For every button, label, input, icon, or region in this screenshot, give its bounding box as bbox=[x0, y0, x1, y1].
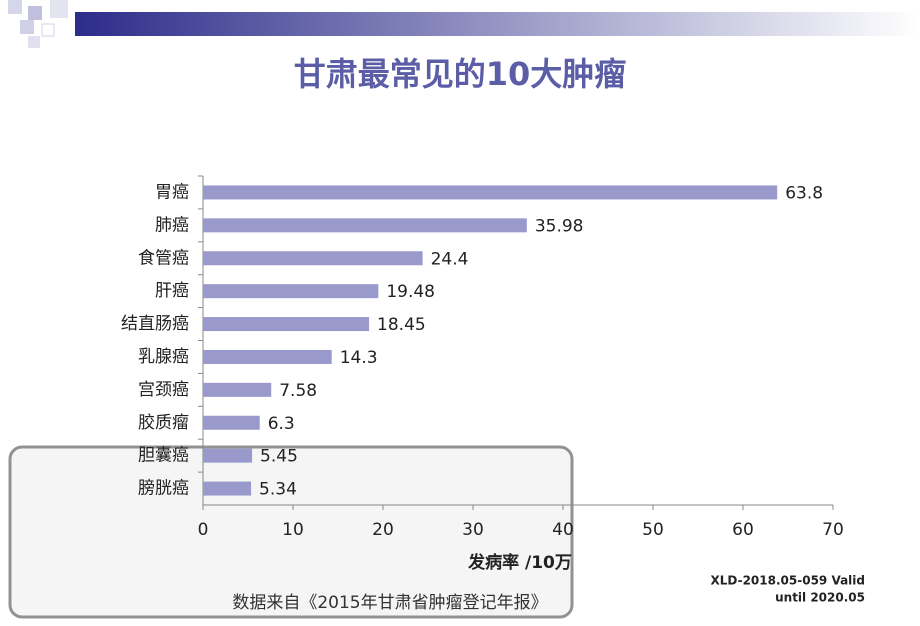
validity-note: XLD-2018.05-059 Valid bbox=[711, 574, 865, 588]
y-tick-label: 结直肠癌 bbox=[121, 314, 189, 334]
source-note: 数据来自《2015年甘肃省肿瘤登记年报》 bbox=[232, 593, 547, 613]
value-label: 63.8 bbox=[785, 183, 823, 203]
chart-title: 甘肃最常见的10大肿瘤 bbox=[294, 55, 627, 93]
y-tick-label: 胆囊癌 bbox=[138, 446, 189, 466]
y-tick-label: 肺癌 bbox=[155, 215, 189, 235]
bar bbox=[203, 218, 527, 233]
validity-note: until 2020.05 bbox=[775, 591, 865, 605]
x-tick-label: 20 bbox=[372, 520, 394, 540]
background-photo-frame bbox=[8, 445, 574, 619]
y-tick-label: 胃癌 bbox=[155, 182, 189, 202]
y-tick-label: 胶质瘤 bbox=[138, 413, 189, 433]
value-label: 19.48 bbox=[386, 282, 435, 302]
bar bbox=[203, 251, 423, 266]
bar bbox=[203, 481, 252, 496]
x-tick-label: 70 bbox=[822, 520, 844, 540]
bar bbox=[203, 382, 272, 397]
x-tick-label: 0 bbox=[198, 520, 209, 540]
y-tick-label: 膀胱癌 bbox=[138, 479, 189, 499]
x-tick-label: 30 bbox=[462, 520, 484, 540]
x-axis-label: 发病率 /10万 bbox=[467, 552, 572, 573]
bar bbox=[203, 185, 778, 200]
corner-squares bbox=[8, 0, 68, 48]
bar bbox=[203, 284, 379, 299]
value-label: 6.3 bbox=[268, 414, 295, 434]
y-tick-label: 宫颈癌 bbox=[138, 380, 189, 400]
value-label: 5.45 bbox=[260, 447, 298, 467]
y-tick-label: 乳腺癌 bbox=[138, 347, 189, 367]
value-label: 7.58 bbox=[279, 381, 317, 401]
value-label: 14.3 bbox=[340, 348, 378, 368]
y-tick-label: 肝癌 bbox=[155, 281, 189, 301]
x-tick-label: 60 bbox=[732, 520, 754, 540]
y-tick-label: 食管癌 bbox=[138, 248, 189, 268]
bar bbox=[203, 349, 332, 364]
bar bbox=[203, 448, 253, 463]
header-band bbox=[75, 12, 920, 36]
bar bbox=[203, 415, 260, 430]
value-label: 35.98 bbox=[535, 216, 584, 236]
value-label: 24.4 bbox=[431, 249, 469, 269]
x-tick-label: 40 bbox=[552, 520, 574, 540]
x-tick-label: 10 bbox=[282, 520, 304, 540]
value-label: 5.34 bbox=[259, 480, 297, 500]
x-tick-label: 50 bbox=[642, 520, 664, 540]
bar bbox=[203, 317, 370, 332]
value-label: 18.45 bbox=[377, 315, 426, 335]
